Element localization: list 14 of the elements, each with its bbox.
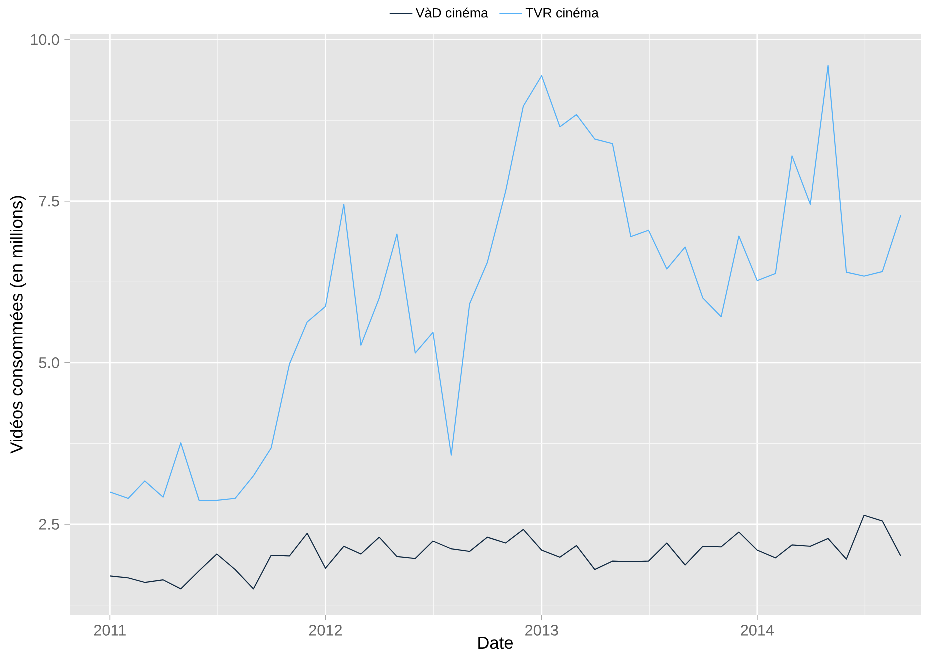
x-tick-label: 2013 [526, 625, 558, 636]
line-series [110, 514, 902, 590]
x-tick-label: 2012 [309, 625, 342, 636]
y-tick-label: 2.5 [39, 519, 60, 530]
line-series [110, 65, 902, 502]
legend-label: TVR cinéma [526, 8, 599, 18]
x-tick-label: 2014 [741, 625, 774, 636]
x-tick-label: 2011 [94, 625, 126, 636]
x-axis-title: Date [478, 637, 514, 650]
y-tick-label: 7.5 [39, 196, 60, 207]
y-tick-label: 10.0 [31, 34, 60, 46]
legend-label: VàD cinéma [416, 8, 488, 18]
y-tick-label: 5.0 [39, 358, 60, 368]
y-axis-title: Vidéos consommées (en millions) [10, 196, 26, 454]
